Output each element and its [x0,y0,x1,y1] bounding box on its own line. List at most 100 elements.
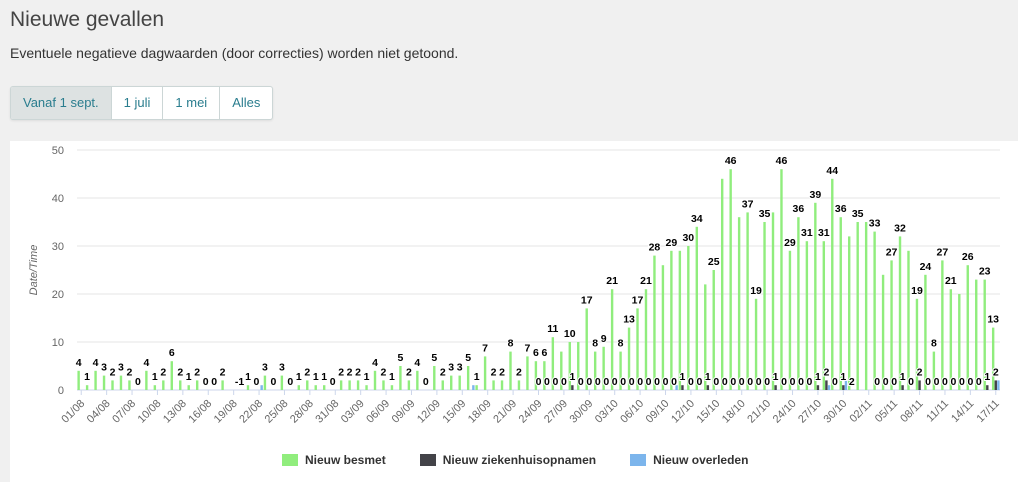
data-label: 29 [666,237,678,249]
bar [602,346,605,390]
range-tab-1-mei[interactable]: 1 mei [163,87,221,119]
data-label: 32 [894,222,906,234]
data-label: 0 [637,376,643,388]
data-label: 36 [835,203,847,215]
bar [111,380,114,390]
data-label: 0 [423,376,429,388]
data-label: 17 [581,294,593,306]
bar [483,356,487,390]
bar [704,284,707,390]
data-label: 0 [925,376,931,388]
data-label: 0 [967,376,973,388]
range-tab-vanaf-1-sept[interactable]: Vanaf 1 sept. [11,87,112,119]
bar [610,289,614,390]
data-label: 31 [801,227,813,239]
bar [577,342,580,390]
bar [737,217,741,390]
bar [825,380,828,390]
data-label: 36 [793,203,805,215]
bar [941,260,944,390]
data-label: 27 [886,246,898,258]
page-title: Nieuwe gevallen [10,8,165,31]
data-label: 1 [152,371,158,383]
data-label: 0 [254,376,260,388]
bar [475,385,478,390]
data-label: 2 [993,366,999,378]
data-label: 44 [826,165,838,177]
legend-item-nieuw-besmet[interactable]: Nieuw besmet [282,453,386,467]
bar [306,380,309,390]
legend-label-nieuw-ziekenhuisopnamen: Nieuw ziekenhuisopnamen [442,453,597,467]
x-tick-label: 06/09 [364,398,392,426]
data-label: 1 [186,371,192,383]
x-tick-label: 16/08 [186,398,214,426]
data-label: 0 [553,376,559,388]
data-label: 2 [516,366,522,378]
data-label: 2 [110,366,116,378]
bar [280,375,284,390]
bar [771,212,775,390]
data-label: 0 [671,376,677,388]
data-label: 2 [440,366,446,378]
data-label: 1 [245,371,251,383]
data-label: 35 [852,208,864,220]
x-tick-label: 14/11 [949,398,976,425]
bar [994,380,997,390]
x-tick-label: 28/08 [288,398,316,426]
data-label: 0 [798,376,804,388]
x-tick-label: 31/08 [313,398,341,426]
bar [472,385,475,390]
data-label: 8 [592,338,598,350]
bar [128,380,131,390]
legend-item-nieuw-ziekenhuisopnamen[interactable]: Nieuw ziekenhuisopnamen [419,453,597,467]
bar [873,231,876,390]
data-label: 1 [569,371,575,383]
legend-label-nieuw-besmet: Nieuw besmet [305,453,386,467]
x-tick-label: 19/08 [212,398,240,426]
data-label: 2 [499,366,505,378]
data-label: 13 [987,314,999,326]
bar [348,380,351,390]
data-label: 17 [632,294,644,306]
data-label: 0 [934,376,940,388]
data-label: 1 [840,371,846,383]
data-label: 21 [606,275,618,287]
data-label: 1 [705,371,711,383]
data-label: 8 [931,338,937,350]
data-label: 5 [465,352,471,364]
data-label: 19 [750,285,762,297]
y-axis-title: Date/Time [28,245,40,296]
chart-legend: Nieuw besmet Nieuw ziekenhuisopnamen Nie… [282,453,748,467]
bar [788,250,792,390]
data-label: 29 [784,237,796,249]
bar [85,385,89,390]
bar [848,236,851,390]
bar [901,385,904,390]
bar [162,380,165,390]
data-label: 0 [942,376,948,388]
x-tick-label: 18/09 [466,398,494,426]
legend-item-nieuw-overleden[interactable]: Nieuw overleden [630,453,748,467]
bar [585,308,588,390]
range-selector: Vanaf 1 sept. 1 juli 1 mei Alles [10,86,274,120]
data-label: 0 [603,376,609,388]
bar [966,265,969,390]
bar [816,385,820,390]
data-label: 0 [561,376,567,388]
bar [842,385,845,390]
bar [856,222,859,390]
y-tick-label: 40 [52,193,64,205]
data-label: 8 [508,338,514,350]
range-tab-alles[interactable]: Alles [232,95,261,110]
bar [433,366,436,390]
data-label: 3 [448,362,454,374]
data-label: 21 [945,275,957,287]
data-label: 2 [127,366,133,378]
bar [780,169,783,390]
bar [500,380,504,390]
bar [145,370,148,390]
bar [102,375,106,390]
range-tab-1-juli[interactable]: 1 juli [112,87,164,119]
data-label: 23 [979,266,991,278]
